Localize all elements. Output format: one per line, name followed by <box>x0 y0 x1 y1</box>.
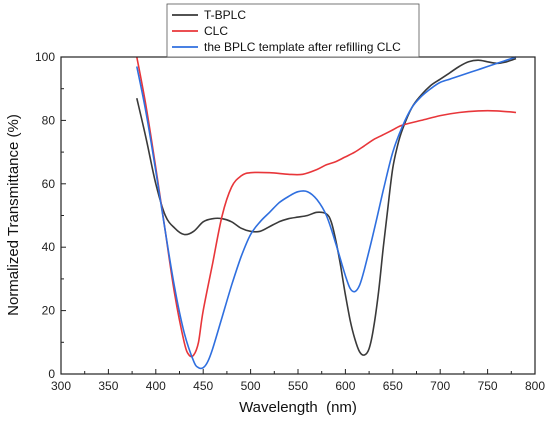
y-tick-label: 0 <box>48 367 55 381</box>
x-tick-label: 650 <box>383 379 403 393</box>
legend-label: CLC <box>204 24 228 38</box>
y-axis-title: Normalized Transmittance (%) <box>5 114 22 316</box>
x-tick-label: 300 <box>51 379 71 393</box>
x-tick-label: 800 <box>525 379 545 393</box>
x-tick-label: 450 <box>193 379 213 393</box>
x-tick-label: 550 <box>288 379 308 393</box>
plot-frame <box>60 56 536 375</box>
y-tick-label: 80 <box>42 113 56 127</box>
legend-item-bplc-template-refilled: the BPLC template after refilling CLC <box>172 40 401 54</box>
x-tick-label: 500 <box>241 379 261 393</box>
series-line-clc <box>136 56 517 358</box>
y-tick-label: 20 <box>42 304 56 318</box>
legend-label: T-BPLC <box>204 8 246 22</box>
x-tick-label: 750 <box>478 379 498 393</box>
legend-item-clc: CLC <box>172 24 228 38</box>
x-axis-title: Wavelength (nm) <box>239 399 357 416</box>
y-tick-label: 40 <box>42 240 56 254</box>
legend: T-BPLC CLC the BPLC template after refilli… <box>166 3 420 58</box>
x-tick-label: 700 <box>430 379 450 393</box>
y-tick-label: 60 <box>42 177 56 191</box>
legend-item-t-bplc: T-BPLC <box>172 8 246 22</box>
x-tick-label: 350 <box>98 379 118 393</box>
legend-box <box>166 3 420 58</box>
series-line-bplc-template-refilled <box>136 56 517 370</box>
y-tick-label: 100 <box>35 50 55 64</box>
series-line-t-bplc <box>136 57 517 356</box>
x-tick-label: 400 <box>146 379 166 393</box>
x-tick-label: 600 <box>335 379 355 393</box>
legend-label: the BPLC template after refilling CLC <box>204 40 401 54</box>
